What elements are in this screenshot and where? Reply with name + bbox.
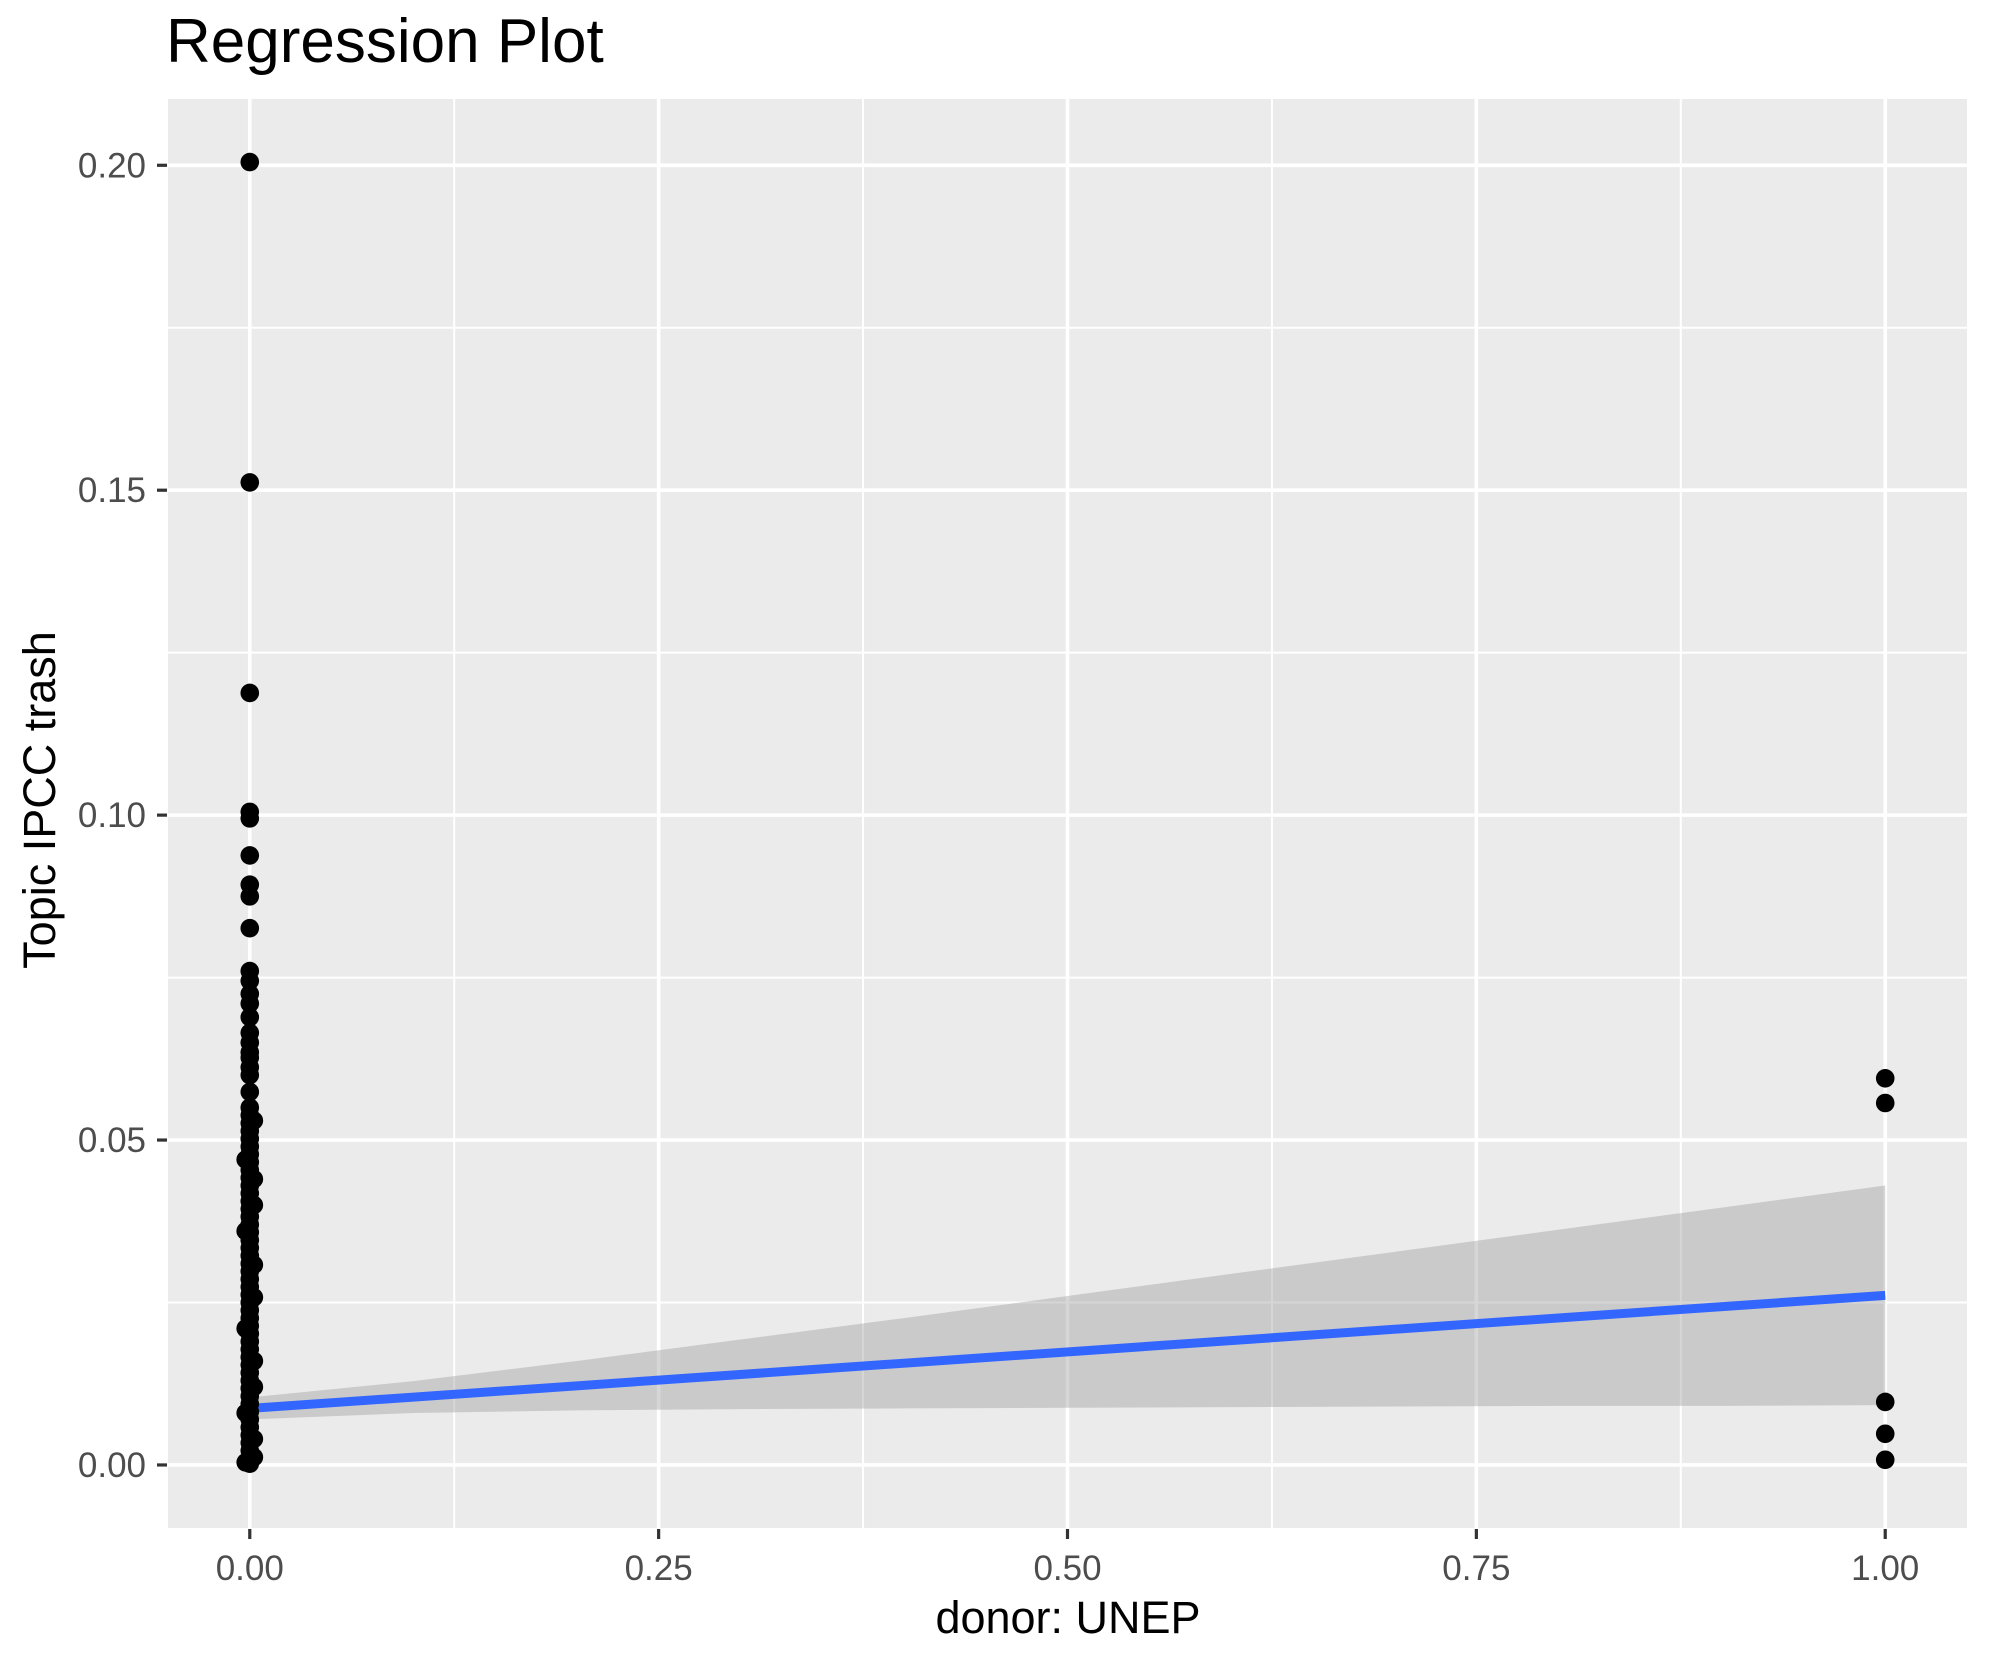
plot-title: Regression Plot: [166, 7, 604, 76]
data-point: [240, 918, 260, 938]
confidence-band: [249, 1185, 1886, 1420]
y-tick-label: 0.05: [78, 1121, 146, 1160]
x-axis-title: donor: UNEP: [0, 1592, 1990, 1644]
data-point: [1875, 1392, 1895, 1412]
data-point: [240, 152, 260, 172]
data-point: [1875, 1450, 1895, 1470]
y-tick-label: 0.20: [78, 146, 146, 185]
x-tick-label: 0.00: [216, 1549, 284, 1588]
y-tick-label: 0.15: [78, 471, 146, 510]
y-axis-title-text: Topic IPCC trash: [14, 631, 65, 969]
x-tick-label: 0.75: [1442, 1549, 1510, 1588]
regression-line: [249, 1290, 1886, 1413]
y-tick-label: 0.10: [78, 796, 146, 835]
data-point: [240, 971, 260, 991]
data-point: [240, 1082, 260, 1102]
data-point: [240, 1007, 260, 1027]
data-point: [1875, 1424, 1895, 1444]
x-tick-label: 0.25: [625, 1549, 693, 1588]
data-point: [240, 809, 260, 828]
x-tick-label: 0.50: [1033, 1549, 1101, 1588]
data-point: [240, 887, 260, 906]
x-tick-label: 1.00: [1851, 1549, 1919, 1588]
data-point: [240, 683, 260, 703]
data-point: [240, 846, 260, 865]
data-point: [1875, 1093, 1895, 1113]
data-point: [240, 1065, 260, 1085]
data-point: [240, 473, 260, 492]
data-point: [1875, 1069, 1895, 1088]
x-axis-title-text: donor: UNEP: [935, 1592, 1201, 1643]
data-point: [240, 1454, 260, 1473]
data-point: [240, 994, 260, 1013]
y-tick-label: 0.00: [78, 1446, 146, 1485]
